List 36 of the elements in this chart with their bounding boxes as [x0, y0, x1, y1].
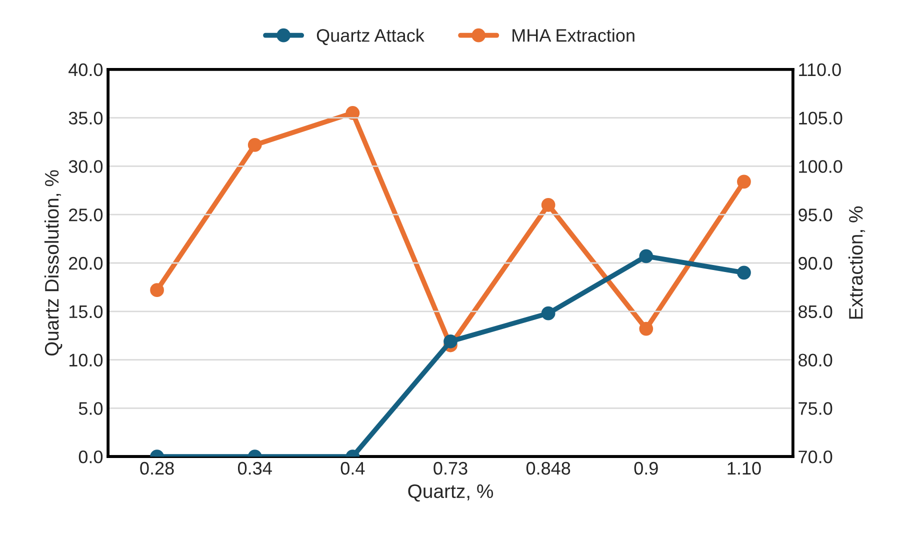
- point: [639, 322, 654, 336]
- y2-tick-label: 70.0: [798, 450, 832, 464]
- legend-label: MHA Extraction: [512, 28, 634, 42]
- y2-tick-label: 110.0: [799, 63, 841, 76]
- y-tick-label: 10.0: [70, 354, 103, 367]
- x-tick-label: 0.9: [634, 462, 658, 475]
- y-tick-label: 15.0: [70, 305, 103, 318]
- y2-tick-label: 85.0: [798, 305, 832, 318]
- y-axis-title: Quartz Dissolution, %: [44, 170, 62, 356]
- y-tick-label: 30.0: [68, 160, 103, 173]
- x-tick-label: 0.4: [340, 462, 365, 475]
- y2-tick-label: 100.0: [799, 160, 842, 173]
- y-tick-label: 0.0: [78, 450, 103, 464]
- point: [737, 174, 751, 189]
- y2-tick-label: 75.0: [798, 402, 832, 415]
- point: [150, 283, 164, 298]
- y-tick-label: 40.0: [68, 63, 103, 76]
- y-tick-label: 20.0: [69, 256, 103, 270]
- x-tick-label: 0.28: [140, 462, 174, 475]
- y2-tick-label: 80.0: [798, 354, 832, 367]
- x-axis-title: Quartz, %: [408, 484, 494, 502]
- x-tick-label: 0.34: [238, 462, 272, 475]
- y-tick-label: 35.0: [68, 112, 103, 125]
- legend-label: Quartz Attack: [316, 28, 424, 46]
- y-tick-label: 25.0: [69, 208, 103, 222]
- y2-tick-label: 90.0: [798, 256, 832, 270]
- x-tick-label: 0.848: [526, 462, 570, 475]
- point: [248, 138, 262, 152]
- y2-axis-title: Extraction, %: [848, 206, 866, 319]
- point: [346, 106, 360, 120]
- y2-tick-label: 105.0: [799, 112, 842, 125]
- x-tick-label: 1.10: [728, 462, 761, 475]
- point: [541, 198, 556, 212]
- y-tick-label: 5.0: [78, 402, 103, 415]
- y2-tick-label: 95.0: [798, 208, 832, 222]
- x-tick-label: 0.73: [434, 462, 468, 475]
